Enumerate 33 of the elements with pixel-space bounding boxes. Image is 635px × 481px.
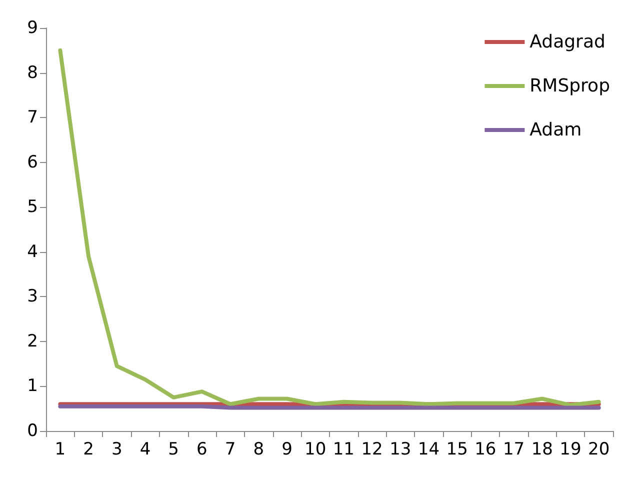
x-tick-label: 8: [253, 440, 264, 460]
x-tick-label: 9: [282, 440, 292, 460]
x-tick-label: 7: [224, 440, 236, 460]
x-tick-label: 11: [332, 440, 354, 460]
x-tick-label: 17: [502, 440, 525, 460]
y-tick-label: 9: [27, 18, 38, 38]
y-tick-label: 6: [27, 152, 38, 172]
x-tick-label: 20: [588, 440, 610, 460]
x-tick-label: 10: [304, 440, 326, 460]
y-tick-label: 0: [27, 421, 38, 441]
y-tick-label: 4: [27, 242, 38, 262]
x-tick-label: 14: [418, 440, 440, 460]
x-tick-label: 15: [446, 440, 468, 460]
y-tick-label: 5: [27, 197, 38, 218]
y-tick-label: 8: [27, 62, 38, 83]
x-tick-label: 4: [140, 440, 151, 460]
x-tick-label: 5: [168, 440, 179, 460]
y-tick-label: 2: [27, 331, 38, 352]
x-tick-label: 16: [474, 440, 496, 460]
legend-label: Adam: [530, 120, 582, 140]
x-tick-label: 12: [361, 440, 383, 460]
x-tick-label: 3: [111, 440, 122, 460]
y-tick-label: 1: [27, 376, 38, 396]
legend-label: Adagrad: [530, 32, 606, 52]
y-tick-label: 7: [27, 108, 38, 128]
legend-label: RMSprop: [530, 76, 610, 96]
x-tick-label: 19: [560, 440, 582, 460]
y-tick-label: 3: [27, 286, 38, 307]
x-tick-label: 18: [531, 440, 553, 460]
x-tick-label: 13: [390, 440, 412, 460]
x-tick-label: 2: [83, 440, 94, 460]
x-tick-label: 6: [196, 440, 208, 460]
x-tick-label: 1: [54, 440, 66, 460]
